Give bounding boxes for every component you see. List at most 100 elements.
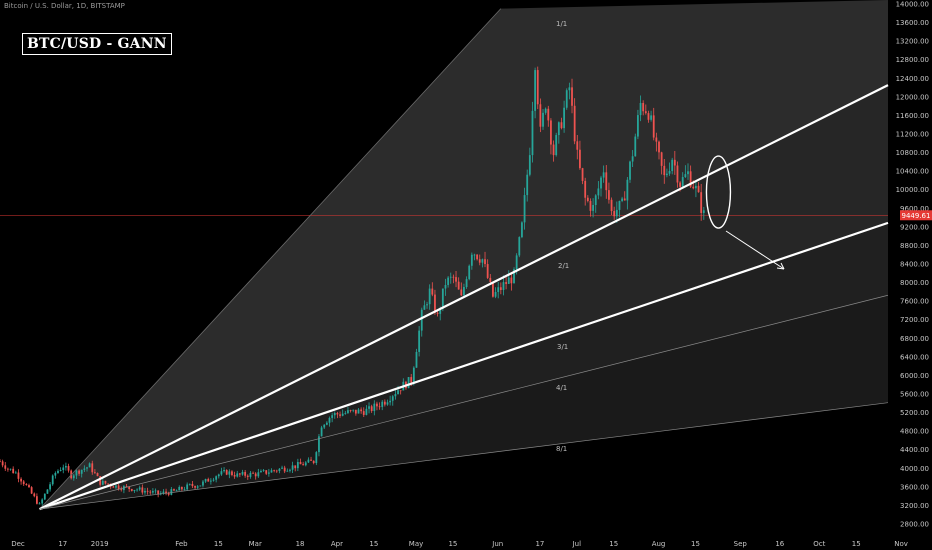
candle-body	[83, 468, 86, 470]
candle	[233, 471, 236, 479]
candle	[136, 488, 138, 492]
candle-body	[631, 156, 634, 162]
candle	[478, 254, 481, 266]
candle	[658, 140, 660, 160]
candle-body	[695, 185, 697, 189]
candle-body	[518, 237, 521, 256]
candle	[352, 409, 355, 413]
candle	[228, 469, 231, 479]
candle	[101, 478, 104, 486]
price-tick-label: 11600.00	[896, 112, 929, 120]
candle-body	[180, 486, 183, 490]
price-tick-label: 8800.00	[900, 242, 929, 250]
candle-body	[457, 281, 460, 290]
candle	[96, 472, 99, 477]
candle-body	[349, 410, 352, 412]
candle-body	[173, 489, 175, 491]
candle-body	[381, 401, 384, 407]
candle	[238, 472, 241, 478]
candle-body	[51, 475, 54, 485]
price-tick-label: 3200.00	[900, 502, 929, 510]
candle	[138, 485, 141, 491]
current-price-badge	[900, 210, 932, 221]
candle	[310, 456, 312, 461]
candle-body	[99, 476, 102, 485]
candle	[104, 480, 107, 485]
candle-body	[67, 466, 70, 471]
candle-body	[14, 472, 17, 474]
candle-body	[436, 312, 439, 314]
time-tick-label: 17	[535, 540, 544, 548]
candle-body	[207, 479, 210, 482]
candle	[196, 485, 199, 490]
candle	[83, 465, 86, 473]
candle	[146, 487, 149, 495]
candle-body	[428, 288, 431, 305]
price-axis: 2800.00 3200.00 3600.00 4000.00 4400.00 4800.…	[896, 1, 932, 529]
candle	[231, 470, 233, 477]
price-tick-label: 13200.00	[896, 38, 929, 46]
candle-body	[25, 484, 28, 486]
time-tick-label: 15	[691, 540, 700, 548]
candle-body	[59, 469, 62, 471]
candle	[225, 469, 228, 476]
fan-zone-1	[39, 0, 889, 510]
candle-body	[602, 172, 605, 178]
candle-body	[357, 409, 360, 414]
candle-body	[294, 465, 297, 469]
candle	[502, 275, 505, 296]
price-tick-label: 6800.00	[900, 335, 929, 343]
candle	[141, 484, 144, 495]
candle	[331, 412, 334, 423]
price-tick-label: 8000.00	[900, 279, 929, 287]
candle	[420, 307, 423, 337]
candle	[220, 467, 223, 476]
candle	[386, 399, 389, 406]
candle	[252, 471, 254, 474]
candle-body	[65, 466, 67, 468]
candle	[43, 493, 46, 501]
candle-body	[199, 485, 202, 487]
candle	[75, 469, 78, 479]
candle-body	[663, 165, 666, 176]
candle	[407, 376, 410, 389]
time-tick-label: Mar	[249, 540, 262, 548]
candle-body	[43, 493, 46, 500]
candle-body	[476, 254, 479, 260]
candle	[299, 458, 302, 465]
price-tick-label: 2800.00	[900, 521, 929, 529]
candle	[257, 468, 260, 478]
candle	[25, 483, 28, 486]
candle-body	[9, 468, 12, 470]
candle-body	[333, 413, 336, 416]
candle	[644, 104, 647, 115]
candle-body	[246, 475, 249, 477]
candle-body	[236, 473, 239, 477]
candle-body	[368, 406, 370, 409]
chart-title-box: BTC/USD - GANN	[22, 33, 172, 55]
candle-body	[539, 104, 542, 127]
candle-body	[46, 489, 49, 494]
candle	[144, 487, 146, 495]
candle-body	[452, 276, 455, 278]
candle-body	[468, 265, 471, 280]
candle-body	[112, 486, 115, 488]
candle-body	[120, 489, 123, 491]
candle-body	[613, 211, 616, 217]
price-tick-label: 12000.00	[896, 93, 929, 101]
candle	[14, 470, 17, 474]
candle	[30, 486, 33, 495]
candle	[605, 165, 608, 199]
candle	[576, 134, 579, 160]
candle	[468, 264, 471, 281]
candle	[600, 175, 602, 197]
candle-body	[286, 470, 289, 472]
candle	[191, 480, 194, 488]
candle-body	[170, 489, 173, 495]
candle	[613, 206, 616, 220]
candle-body	[320, 427, 323, 437]
price-tick-label: 6400.00	[900, 353, 929, 361]
candle	[36, 493, 38, 505]
candle-body	[592, 205, 594, 211]
